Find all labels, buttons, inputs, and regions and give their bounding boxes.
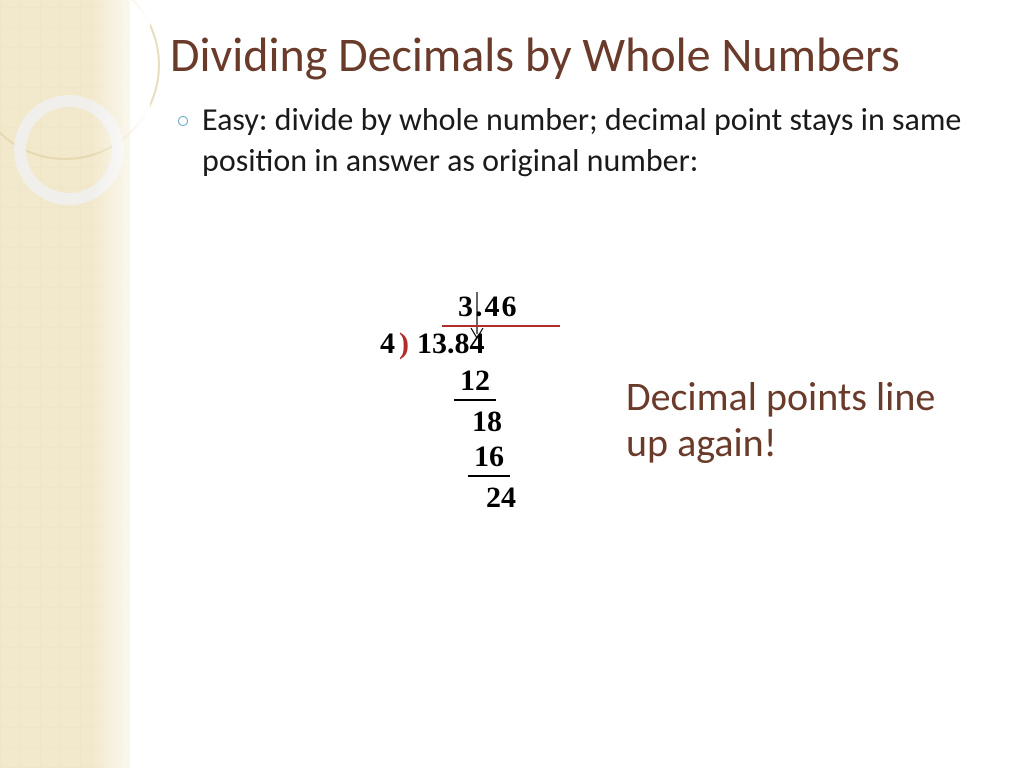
bullet-text: Easy: divide by whole number; decimal po… xyxy=(202,100,962,182)
sidebar-fade xyxy=(90,0,150,768)
step1-bringdown: 18 xyxy=(468,401,506,438)
step2-bringdown: 24 xyxy=(482,477,520,514)
divisor: 4 xyxy=(380,327,395,360)
step2-subtract: 16 xyxy=(468,440,510,477)
step1-subtract: 12 xyxy=(454,364,496,401)
bullet-marker-icon xyxy=(178,116,188,126)
callout-text: Decimal points line up again! xyxy=(626,374,946,466)
bullet-item: Easy: divide by whole number; decimal po… xyxy=(178,100,990,182)
slide-title: Dividing Decimals by Whole Numbers xyxy=(170,28,990,82)
dividend: 13.84 xyxy=(413,325,491,360)
quotient: 3.46 xyxy=(458,290,640,323)
division-bracket-icon: ) xyxy=(399,327,409,360)
long-division-figure: 3.46 4)13.84 12 18 16 24 xyxy=(380,290,640,514)
slide-content: Dividing Decimals by Whole Numbers Easy:… xyxy=(170,28,990,182)
